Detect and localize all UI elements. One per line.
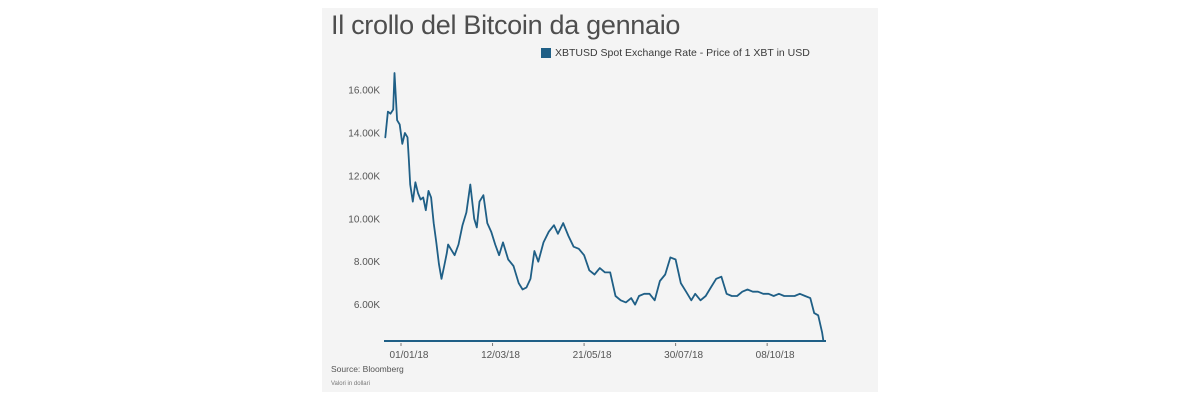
y-tick-label: 16.00K (348, 86, 380, 97)
y-tick-label: 8.00K (354, 257, 380, 268)
legend-label: XBTUSD Spot Exchange Rate - Price of 1 X… (555, 47, 810, 59)
x-tick-label: 08/10/18 (756, 350, 795, 361)
series-line (384, 72, 825, 342)
y-tick-label: 10.00K (348, 214, 380, 225)
legend: XBTUSD Spot Exchange Rate - Price of 1 X… (541, 47, 810, 59)
y-tick-label: 14.00K (348, 129, 380, 140)
x-tick-label: 30/07/18 (664, 350, 703, 361)
source-note: Source: Bloomberg (331, 364, 404, 374)
x-tick-label: 12/03/18 (481, 350, 520, 361)
legend-swatch (541, 48, 551, 58)
units-note: Valori in dollari (331, 381, 370, 387)
y-tick-label: 6.00K (354, 300, 380, 311)
chart-title: Il crollo del Bitcoin da gennaio (331, 10, 681, 40)
y-tick-label: 12.00K (348, 171, 380, 182)
x-tick-label: 01/01/18 (390, 350, 429, 361)
chart-card (322, 8, 878, 392)
x-tick-label: 21/05/18 (573, 350, 612, 361)
